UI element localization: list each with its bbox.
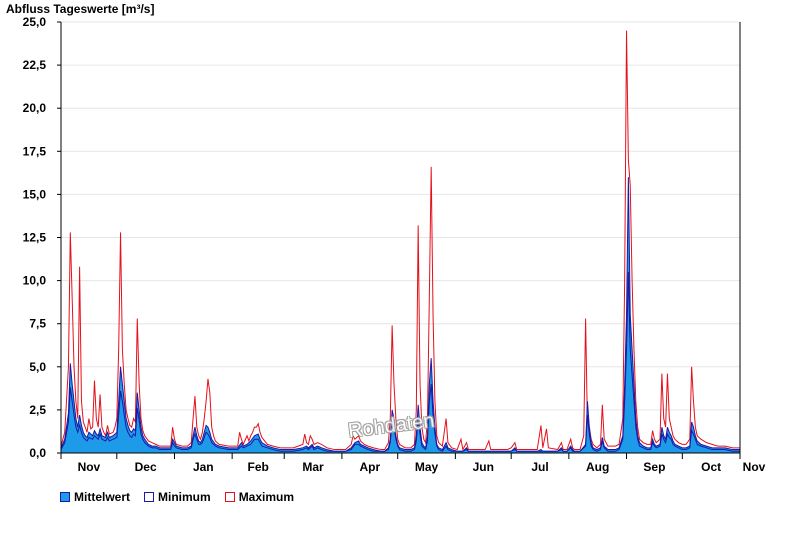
chart-legend: Mittelwert Minimum Maximum [60,490,294,504]
x-tick-label: Nov [78,460,101,474]
series-mittelwert-area [61,177,740,453]
x-tick-label: Sep [643,460,665,474]
y-tick-label: 20,0 [23,101,47,115]
y-tick-label: 25,0 [23,15,47,29]
y-tick-label: 7,5 [29,317,46,331]
legend-swatch-minimum [144,492,155,502]
y-tick-label: 17,5 [23,144,47,158]
y-tick-label: 15,0 [23,187,47,201]
legend-swatch-mittelwert [60,492,70,502]
series-maximum-line [60,30,740,452]
chart-title: Abfluss Tageswerte [m³/s] [6,2,155,16]
legend-label-minimum: Minimum [158,490,211,504]
legend-item-mittelwert: Mittelwert [60,490,130,504]
x-tick-label: Mar [302,460,324,474]
x-tick-label: Jan [193,460,214,474]
x-tick-label: Nov [743,460,766,474]
x-tick-label: Dec [135,460,157,474]
y-tick-label: 2,5 [29,403,46,417]
x-tick-label: Jun [473,460,494,474]
x-tick-label: Apr [359,460,380,474]
x-tick-label: Oct [701,460,721,474]
x-tick-label: Feb [248,460,269,474]
series-minimum-line [60,271,740,452]
y-tick-label: 12,5 [23,231,47,245]
x-tick-label: Aug [586,460,609,474]
legend-label-mittelwert: Mittelwert [74,490,131,504]
legend-swatch-maximum [224,492,235,502]
y-tick-label: 22,5 [23,58,47,72]
y-tick-label: 5,0 [29,360,46,374]
x-tick-label: May [415,460,439,474]
x-tick-label: Jul [531,460,548,474]
legend-item-maximum: Maximum [224,490,295,504]
series-mittelwert-outline [60,177,740,452]
y-tick-label: 10,0 [23,274,47,288]
legend-item-minimum: Minimum [144,490,211,504]
legend-label-maximum: Maximum [238,490,295,504]
y-tick-label: 0,0 [29,446,46,460]
